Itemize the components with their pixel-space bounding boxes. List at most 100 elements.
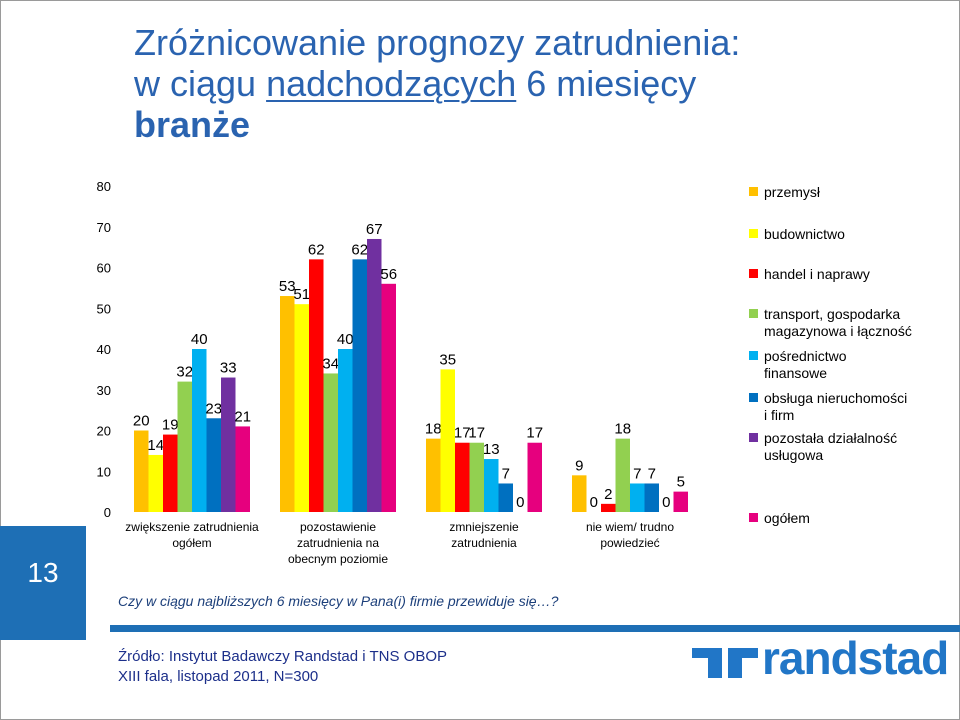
bar — [484, 459, 499, 512]
slide-number: 13 — [27, 557, 59, 588]
data-label: 17 — [468, 425, 485, 442]
legend-swatch — [749, 433, 758, 442]
bar — [294, 304, 309, 512]
bar — [192, 349, 207, 512]
source-note: Źródło: Instytut Badawczy Randstad i TNS… — [118, 647, 447, 687]
data-label: 62 — [308, 241, 325, 258]
legend-label: ogółem — [764, 510, 810, 526]
randstad-logo: randstad — [762, 632, 949, 684]
bar — [338, 349, 353, 512]
source-line-1: Źródło: Instytut Badawczy Randstad i TNS… — [118, 648, 448, 665]
bar — [673, 491, 688, 512]
bar — [235, 426, 250, 512]
legend-label: i firm — [764, 407, 794, 423]
bar — [148, 454, 163, 512]
legend-label: obsługa nieruchomości — [764, 390, 907, 406]
legend-label: usługowa — [764, 447, 823, 463]
bar — [352, 259, 367, 512]
data-label: 32 — [176, 364, 193, 381]
data-label: 40 — [337, 331, 354, 348]
footer-separator — [110, 625, 960, 632]
data-label: 67 — [366, 221, 383, 238]
data-label: 35 — [439, 351, 456, 368]
bar — [615, 438, 630, 512]
y-tick-label: 20 — [97, 424, 111, 439]
title-link[interactable]: nadchodzących — [266, 63, 517, 104]
category-label: zatrudnienia na — [297, 536, 379, 550]
data-label: 23 — [205, 400, 222, 417]
data-label: 7 — [648, 465, 656, 482]
legend-label: przemysł — [764, 184, 821, 200]
data-label: 0 — [662, 494, 670, 511]
category-label: pozostawienie — [300, 520, 376, 534]
randstad-logo-icon — [692, 648, 758, 678]
data-label: 17 — [454, 425, 471, 442]
bar — [644, 483, 659, 512]
bar — [280, 296, 295, 512]
data-label: 2 — [604, 486, 612, 503]
bar — [455, 442, 470, 512]
category-label: obecnym poziomie — [288, 552, 388, 566]
category-label: powiedzieć — [600, 536, 659, 550]
data-label: 20 — [133, 413, 150, 430]
legend-label: pośrednictwo — [764, 348, 847, 364]
title-line-2-pre: w ciągu — [134, 63, 267, 104]
survey-question: Czy w ciągu najbliższych 6 miesięcy w Pa… — [118, 593, 559, 609]
bar — [177, 381, 192, 512]
data-label: 14 — [147, 437, 164, 454]
y-tick-label: 70 — [97, 220, 111, 235]
data-label: 40 — [191, 331, 208, 348]
title-line-1: Zróżnicowanie prognozy zatrudnienia: — [134, 22, 741, 63]
bar — [572, 475, 587, 512]
category-label: ogółem — [172, 536, 211, 550]
bar — [498, 483, 513, 512]
bar — [323, 373, 338, 512]
data-label: 13 — [483, 441, 500, 458]
bar — [440, 369, 455, 512]
bar — [134, 430, 149, 512]
data-label: 18 — [614, 421, 631, 438]
category-label: zmniejszenie — [449, 520, 519, 534]
title-line-2: w ciągu nadchodzących 6 miesięcy — [134, 63, 754, 104]
data-label: 33 — [220, 360, 237, 377]
data-label: 9 — [575, 457, 583, 474]
legend-swatch — [749, 513, 758, 522]
chart: 0102030405060708020531891451350196217232… — [97, 179, 912, 566]
data-label: 17 — [526, 425, 543, 442]
legend-swatch — [749, 229, 758, 238]
data-label: 19 — [162, 417, 179, 434]
bar — [527, 442, 542, 512]
legend-swatch — [749, 351, 758, 360]
data-label: 18 — [425, 421, 442, 438]
data-label: 53 — [279, 278, 296, 295]
data-label: 21 — [234, 408, 251, 425]
y-tick-label: 50 — [97, 301, 111, 316]
slide-title: Zróżnicowanie prognozy zatrudnienia: w c… — [134, 22, 754, 145]
data-label: 0 — [516, 494, 524, 511]
data-label: 34 — [322, 355, 339, 372]
bar — [381, 283, 396, 512]
bar — [206, 418, 221, 512]
legend-swatch — [749, 309, 758, 318]
bar — [601, 503, 616, 512]
data-label: 7 — [502, 465, 510, 482]
y-tick-label: 40 — [97, 342, 111, 357]
bar — [630, 483, 645, 512]
legend-label: handel i naprawy — [764, 266, 870, 282]
legend-swatch — [749, 187, 758, 196]
y-tick-label: 10 — [97, 464, 111, 479]
data-label: 5 — [677, 474, 685, 491]
bar — [426, 438, 441, 512]
source-line-2: XIII fala, listopad 2011, N=300 — [118, 668, 319, 685]
bar — [309, 259, 324, 512]
data-label: 56 — [380, 266, 397, 283]
y-tick-label: 60 — [97, 261, 111, 276]
category-label: zwiększenie zatrudnienia — [125, 520, 259, 534]
title-line-3: branże — [134, 104, 251, 145]
title-line-2-post: 6 miesięcy — [516, 63, 697, 104]
data-label: 51 — [293, 286, 310, 303]
y-tick-label: 0 — [104, 505, 111, 520]
bar — [367, 238, 382, 512]
legend-label: finansowe — [764, 365, 827, 381]
data-label: 0 — [590, 494, 598, 511]
